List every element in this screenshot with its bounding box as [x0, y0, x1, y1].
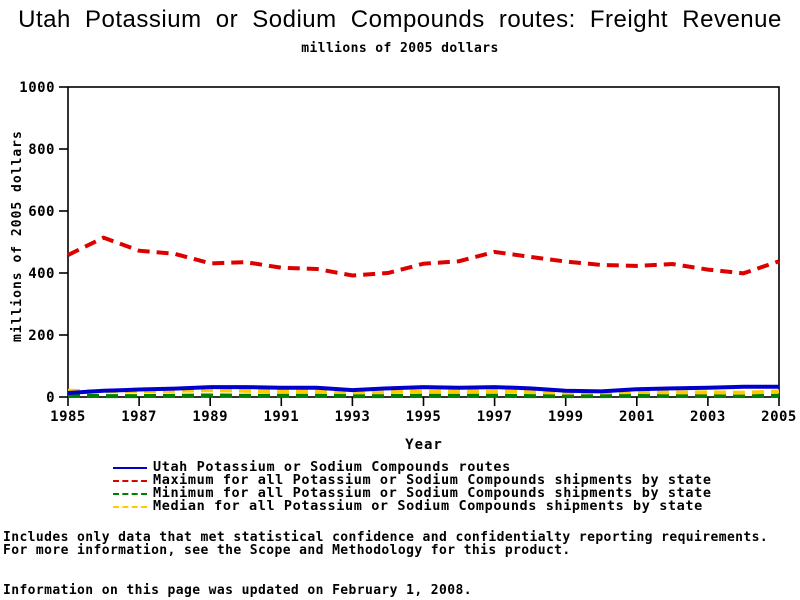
y-tick-label: 600: [28, 204, 55, 220]
footnote-confidence: Includes only data that met statistical …: [3, 530, 769, 545]
x-tick-label: 1997: [477, 409, 513, 425]
series-line-median: [67, 388, 780, 395]
y-axis-label: millions of 2005 dollars: [10, 130, 25, 342]
legend-row-utah-routes: Utah Potassium or Sodium Compounds route…: [113, 459, 712, 475]
x-tick-label: 2005: [761, 409, 797, 425]
x-tick-label: 1993: [335, 409, 371, 425]
chart-subtitle: millions of 2005 dollars: [301, 41, 499, 56]
x-tick-label: 2003: [690, 409, 726, 425]
y-tick-label: 200: [28, 328, 55, 344]
x-axis-label: Year: [405, 437, 443, 453]
x-tick-label: 1991: [263, 409, 299, 425]
plot-frame: [67, 86, 780, 398]
chart-legend: Utah Potassium or Sodium Compounds route…: [113, 459, 712, 514]
x-tick-label: 2001: [619, 409, 655, 425]
legend-line-sample-minimum: [113, 492, 147, 495]
y-tick-label: 0: [46, 390, 55, 406]
legend-label-maximum: Maximum for all Potassium or Sodium Comp…: [153, 472, 712, 488]
y-tick-label: 400: [28, 266, 55, 282]
y-tick-label: 800: [28, 142, 55, 158]
series-line-maximum: [67, 235, 780, 278]
legend-label-minimum: Minimum for all Potassium or Sodium Comp…: [153, 485, 712, 501]
legend-label-utah-routes: Utah Potassium or Sodium Compounds route…: [153, 459, 511, 475]
legend-line-sample-utah-routes: [113, 466, 147, 469]
x-tick-label: 1985: [50, 409, 86, 425]
legend-label-median: Median for all Potassium or Sodium Compo…: [153, 498, 703, 514]
x-tick-label: 1999: [548, 409, 584, 425]
legend-row-maximum: Maximum for all Potassium or Sodium Comp…: [113, 472, 712, 488]
series-line-utah-routes: [67, 384, 779, 395]
footnote-scope-methodology: For more information, see the Scope and …: [3, 543, 571, 558]
legend-line-sample-median: [113, 505, 147, 508]
legend-line-sample-maximum: [113, 479, 147, 482]
x-tick-label: 1989: [192, 409, 228, 425]
x-tick-label: 1995: [406, 409, 442, 425]
x-tick-label: 1987: [121, 409, 157, 425]
y-tick-label: 1000: [19, 80, 55, 96]
chart-title: Utah Potassium or Sodium Compounds route…: [18, 6, 782, 33]
legend-row-median: Median for all Potassium or Sodium Compo…: [113, 498, 712, 514]
series-line-minimum: [67, 393, 780, 399]
footnote-updated-date: Information on this page was updated on …: [3, 583, 472, 598]
legend-row-minimum: Minimum for all Potassium or Sodium Comp…: [113, 485, 712, 501]
